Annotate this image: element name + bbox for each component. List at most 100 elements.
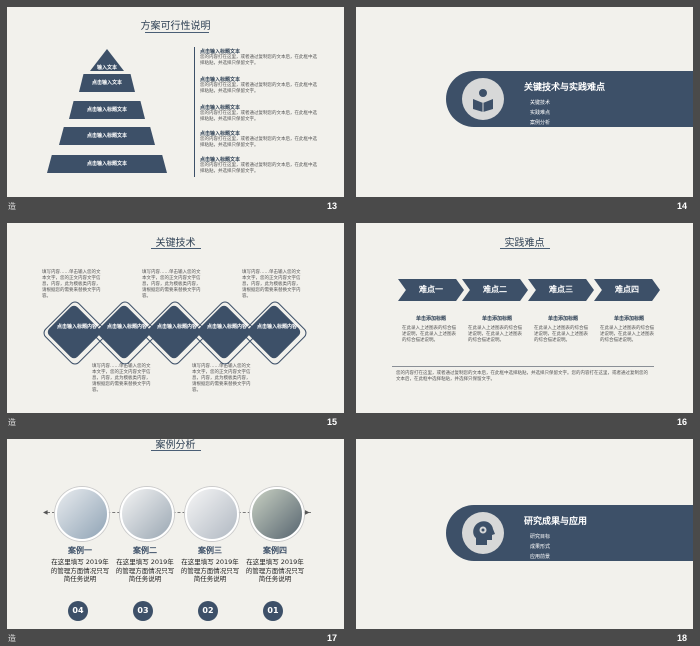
title-underline xyxy=(151,248,201,249)
diamond-label: 点击输入标题内容 xyxy=(206,324,247,330)
head-gear-icon xyxy=(473,521,495,545)
banner-list-item: 研究目标 xyxy=(530,534,551,540)
pyramid-level-3: 点击输入标题文本 xyxy=(86,107,127,113)
step-detail-body: 在此录入上述图表的综合描述说明，在此录入上述图表的综合描述说明。 xyxy=(402,326,456,343)
note-body: 您的内容打在这里，或者通过复制您的文本后，在此框中选择粘贴，并选择只保留文字。 xyxy=(200,137,317,148)
slide-number: 18 xyxy=(677,633,688,643)
case-name: 案例二 xyxy=(133,546,157,555)
step-arrow xyxy=(594,279,660,301)
title-underline xyxy=(151,450,201,451)
desc-text: 填写内容……单击输入您的文本文字，您的正文内容文字信息，内容，此为模板类内容，请… xyxy=(92,364,151,393)
pyramid-band-3 xyxy=(69,101,145,119)
note-body: 您的内容打在这里，或者通过复制您的文本后，在此框中选择粘贴，并选择只保留文字。 xyxy=(200,55,317,66)
note-body: 您的内容打在这里，或者通过复制您的文本后，在此框中选择粘贴，并选择只保留文字。 xyxy=(200,111,317,122)
step-detail-title: 单击添加标题 xyxy=(547,316,578,322)
pyramid-level-5: 点击输入标题文本 xyxy=(86,161,127,167)
step-label: 难点四 xyxy=(615,285,639,294)
slide-number: 15 xyxy=(327,417,338,427)
step-detail-body: 在此录入上述图表的综合描述说明，在此录入上述图表的综合描述说明。 xyxy=(468,326,522,343)
step-label: 难点二 xyxy=(483,285,507,294)
desc-text: 填写内容……单击输入您的文本文字，您的正文内容文字信息，内容，此为模板类内容，请… xyxy=(142,270,201,299)
case-name: 案例一 xyxy=(68,546,92,555)
case-text: 在这里填写 2019年的管理方面情况只写简任务说明 xyxy=(50,558,110,583)
arrow-left-icon: ◀ xyxy=(43,509,48,516)
pyramid-band-5 xyxy=(47,155,167,173)
pyramid-level-1: 输入文本 xyxy=(96,65,117,71)
diamond-label: 点击输入标题内容 xyxy=(156,324,197,330)
case-badge: 03 xyxy=(133,601,153,621)
case-badge: 01 xyxy=(263,601,283,621)
banner-title: 研究成果与应用 xyxy=(524,517,588,527)
diamond-label: 点击输入标题内容 xyxy=(56,324,97,330)
slide-14[interactable]: 关键技术与实践难点 关键技术 实践难点 案例分析 xyxy=(356,7,693,197)
slide-title: 实践难点 xyxy=(504,238,545,249)
note-title: 点击输入标题文本 xyxy=(200,157,241,163)
slide-number: 17 xyxy=(327,633,338,643)
banner-list: 研究目标 成果形式 应用前景 xyxy=(530,532,550,562)
case-text: 在这里填写 2019年的管理方面情况只写简任务说明 xyxy=(180,558,240,583)
slide-footer-label: 造 xyxy=(8,418,16,427)
step-label: 难点一 xyxy=(419,285,443,294)
note-item: 点击输入标题文本 您的内容打在这里，或者通过复制您的文本后，在此框中选择粘贴，并… xyxy=(200,130,320,149)
banner-list: 关键技术 实践难点 案例分析 xyxy=(530,98,550,128)
slide-title: 关键技术 xyxy=(155,238,196,249)
case-text: 在这里填写 2019年的管理方面情况只写简任务说明 xyxy=(115,558,175,583)
note-body: 您的内容打在这里，或者通过复制您的文本后，在此框中选择粘贴，并选择只保留文字。 xyxy=(200,83,317,94)
case-badge: 02 xyxy=(198,601,218,621)
case-text: 在这里填写 2019年的管理方面情况只写简任务说明 xyxy=(245,558,305,583)
slide-15[interactable]: 关键技术 填写内容……单击输入您的文本文字，您的正文内容文字信息，内容，此为模板… xyxy=(7,223,344,413)
note-title: 点击输入标题文本 xyxy=(200,105,241,111)
step-detail-body: 在此录入上述图表的综合描述说明，在此录入上述图表的综合描述说明。 xyxy=(534,326,588,343)
step-detail: 单击添加标题 在此录入上述图表的综合描述说明，在此录入上述图表的综合描述说明。 xyxy=(534,315,592,344)
slide-footer-label: 造 xyxy=(8,634,16,643)
case-badge: 04 xyxy=(68,601,88,621)
timeline-line xyxy=(47,512,311,513)
desc-text: 填写内容……单击输入您的文本文字，您的正文内容文字信息，内容，此为模板类内容，请… xyxy=(42,270,101,299)
desc-text: 填写内容……单击输入您的文本文字，您的正文内容文字信息，内容，此为模板类内容，请… xyxy=(242,270,301,299)
title-underline xyxy=(145,32,209,33)
title-underline xyxy=(500,248,550,249)
banner-list-item: 成果形式 xyxy=(530,544,551,550)
banner-circle xyxy=(462,78,504,120)
diamond-label: 点击输入标题内容 xyxy=(106,324,147,330)
slide-17[interactable]: 案例分析 ◀ ▶ 案例一 在这里填写 2019年的管理方面情况只写简任务说明 0… xyxy=(7,439,344,629)
desc-text: 填写内容……单击输入您的文本文字，您的正文内容文字信息，内容，此为模板类内容，请… xyxy=(192,364,251,393)
step-arrow xyxy=(462,279,528,301)
banner-list-item: 实践难点 xyxy=(530,110,551,116)
note-item: 点击输入标题文本 您的内容打在这里，或者通过复制您的文本后，在此框中选择粘贴，并… xyxy=(200,76,320,95)
divider-line xyxy=(392,366,654,367)
step-arrow xyxy=(528,279,594,301)
slide-footer-label: 造 xyxy=(8,202,16,211)
bottom-note: 您的内容打在这里，或者通过复制您的文本后，在此框中选择粘贴，并选择只保留文字。您… xyxy=(396,371,648,382)
step-arrow xyxy=(398,279,464,301)
slide-number: 14 xyxy=(677,201,688,211)
banner-list-item: 应用前景 xyxy=(530,554,551,560)
arrow-right-icon: ▶ xyxy=(305,509,310,516)
note-title: 点击输入标题文本 xyxy=(200,77,241,83)
note-item: 点击输入标题文本 您的内容打在这里，或者通过复制您的文本后，在此框中选择粘贴，并… xyxy=(200,156,320,175)
case-photo xyxy=(250,487,304,541)
note-title: 点击输入标题文本 xyxy=(200,49,241,55)
pyramid-band-2 xyxy=(79,74,135,92)
notes-divider xyxy=(194,47,195,177)
case-photo xyxy=(120,487,174,541)
step-detail-title: 单击添加标题 xyxy=(613,316,644,322)
case-name: 案例三 xyxy=(198,546,222,555)
slide-13[interactable]: 方案可行性说明 输入文本 点击输入文本 点击输入标题文本 点击输入标题文本 点击… xyxy=(7,7,344,197)
step-detail-title: 单击添加标题 xyxy=(415,316,446,322)
slide-18[interactable]: 研究成果与应用 研究目标 成果形式 应用前景 xyxy=(356,439,693,629)
step-detail: 单击添加标题 在此录入上述图表的综合描述说明，在此录入上述图表的综合描述说明。 xyxy=(600,315,658,344)
case-name: 案例四 xyxy=(263,546,287,555)
step-detail: 单击添加标题 在此录入上述图表的综合描述说明，在此录入上述图表的综合描述说明。 xyxy=(402,315,460,344)
step-detail-body: 在此录入上述图表的综合描述说明，在此录入上述图表的综合描述说明。 xyxy=(600,326,654,343)
step-label: 难点三 xyxy=(549,285,573,294)
note-item: 点击输入标题文本 您的内容打在这里，或者通过复制您的文本后，在此框中选择粘贴，并… xyxy=(200,48,320,67)
note-item: 点击输入标题文本 您的内容打在这里，或者通过复制您的文本后，在此框中选择粘贴，并… xyxy=(200,104,320,123)
diamond xyxy=(245,303,303,361)
step-detail: 单击添加标题 在此录入上述图表的综合描述说明，在此录入上述图表的综合描述说明。 xyxy=(468,315,526,344)
pyramid-level-4: 点击输入标题文本 xyxy=(86,133,127,139)
slide-16[interactable]: 实践难点 难点一 难点二 难点三 难点四 单击添加标题 在此录入上述图表的综合描… xyxy=(356,223,693,413)
note-title: 点击输入标题文本 xyxy=(200,131,241,137)
case-photo xyxy=(55,487,109,541)
diamond-label: 点击输入标题内容 xyxy=(256,324,297,330)
